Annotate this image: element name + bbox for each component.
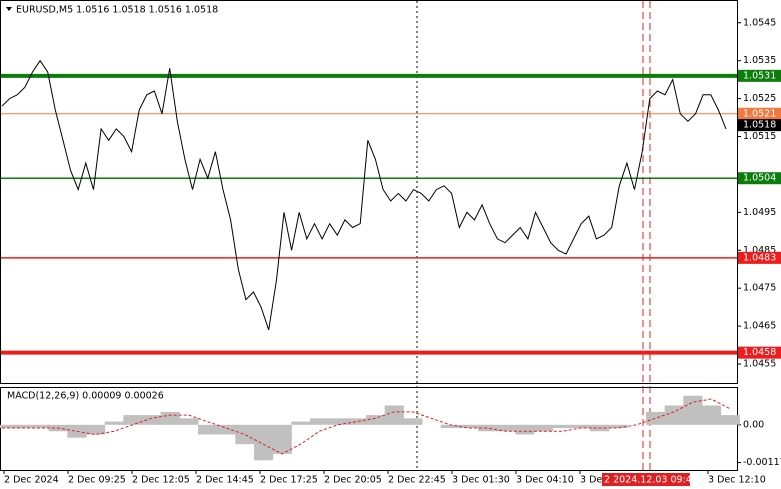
macd-panel: [0, 387, 738, 471]
histogram-bar: [720, 415, 740, 425]
histogram-bar: [608, 424, 628, 429]
y-tick-label: 1.0455: [743, 359, 776, 370]
histogram-bar: [459, 424, 479, 429]
histogram-bar: [403, 418, 423, 425]
level-label: 1.0458: [743, 347, 776, 358]
macd-title: MACD(12,26,9) 0.00009 0.00026: [7, 391, 164, 402]
x-tick-label: 2 Dec 20:05: [324, 475, 382, 486]
cursor-box: [602, 473, 690, 486]
x-tick-label: 3 Dec 04:10: [516, 475, 574, 486]
level-box: [738, 69, 781, 82]
histogram-bar: [571, 424, 591, 429]
y-tick-label: 0.00: [743, 419, 764, 430]
histogram-bar: [254, 424, 274, 461]
histogram-bar: [440, 424, 460, 429]
y-tick-label: 1.0535: [743, 55, 776, 66]
chart-title: EURUSD,M5 1.0516 1.0518 1.0516 1.0518: [16, 5, 218, 16]
histogram-bar: [104, 421, 124, 425]
y-tick-label: 1.0465: [743, 321, 776, 332]
x-tick-label: 3 Dec 01:30: [452, 475, 510, 486]
histogram-bar: [515, 424, 535, 435]
level-box: [738, 172, 781, 185]
level-label: 1.0483: [743, 252, 776, 263]
histogram-bar: [160, 411, 180, 425]
histogram-bar: [142, 415, 162, 425]
histogram-bar: [0, 424, 12, 429]
price-line: [1, 59, 727, 331]
histogram-bar: [11, 424, 31, 429]
histogram-bar: [310, 418, 330, 425]
histogram-bar: [198, 424, 218, 435]
x-tick-label: 2 Dec 14:45: [196, 475, 254, 486]
signal-line: [2, 398, 731, 455]
histogram-bar: [683, 395, 703, 425]
histogram-bar: [86, 424, 106, 435]
cursor-label: 2 2024.12.03 09:45: [604, 475, 698, 486]
level-box: [738, 251, 781, 264]
histogram-bar: [30, 424, 50, 429]
menu-arrow: [6, 7, 12, 11]
level-label: 1.0521: [743, 108, 776, 119]
level-label: 1.0504: [743, 173, 776, 184]
level-box: [738, 107, 781, 120]
histogram-bar: [291, 421, 311, 425]
level-label: 1.0531: [743, 70, 776, 81]
price-panel: [0, 0, 738, 384]
last-price-label: 1.0518: [743, 120, 776, 131]
x-tick-label: 2 Dec 09:25: [68, 475, 126, 486]
last-price-box: [738, 119, 781, 132]
y-tick-label: -0.00117: [743, 457, 781, 468]
y-tick-label: 1.0485: [743, 245, 776, 256]
y-tick-label: 1.0495: [743, 207, 776, 218]
x-tick-label: 2 Dec 12:05: [132, 475, 190, 486]
histogram-bar: [552, 424, 572, 429]
histogram-bar: [534, 424, 554, 432]
histogram-bar: [347, 418, 367, 425]
histogram-bar: [366, 415, 386, 425]
x-tick-label: 2 Dec 17:25: [260, 475, 318, 486]
histogram-bar: [123, 415, 143, 425]
histogram-bar: [235, 424, 255, 445]
x-tick-label: 3 Dec 12:10: [708, 475, 766, 486]
x-tick-label: 2 Dec 2024: [4, 475, 59, 486]
histogram-bar: [646, 411, 666, 425]
histogram-bar: [272, 424, 292, 454]
histogram-bar: [702, 405, 722, 425]
histogram-bar: [478, 424, 498, 432]
x-tick-label: 2 Dec 22:45: [388, 475, 446, 486]
level-box: [738, 346, 781, 359]
histogram-bar: [216, 424, 236, 435]
y-tick-label: 1.0525: [743, 93, 776, 104]
histogram-bar: [384, 405, 404, 425]
y-tick-label: 1.0515: [743, 131, 776, 142]
y-tick-label: 1.0475: [743, 283, 776, 294]
histogram-bar: [179, 418, 199, 425]
histogram-bar: [664, 405, 684, 425]
histogram-bar: [496, 424, 516, 432]
histogram-bar: [328, 418, 348, 425]
y-tick-label: 1.0545: [743, 17, 776, 28]
